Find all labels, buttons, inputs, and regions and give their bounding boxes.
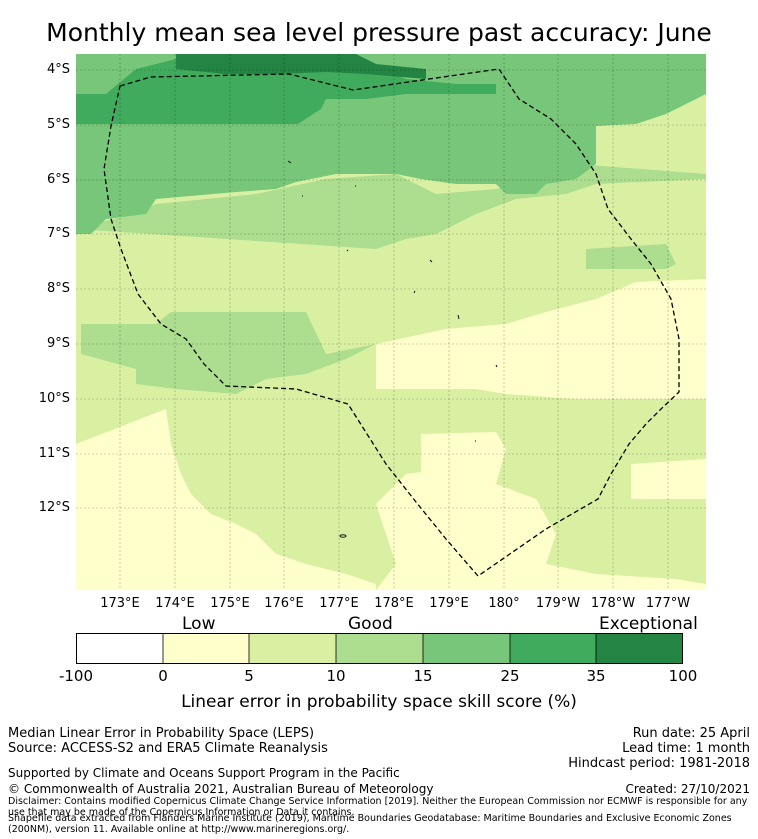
region-low-south (376, 464, 706, 590)
category-exceptional: Exceptional (599, 614, 698, 634)
colorbar-tick: 10 (326, 667, 346, 685)
region-exceptional-north (176, 54, 426, 79)
lat-label: 11°S (38, 446, 70, 461)
lat-label: 6°S (46, 172, 70, 187)
colorbar-tick: 0 (158, 667, 168, 685)
footer-created: Created: 27/10/2021 (625, 782, 750, 796)
footer-method: Median Linear Error in Probability Space… (8, 726, 315, 741)
colorbar-tick: 100 (668, 667, 698, 685)
footer-shapefile: Shapefile data extracted from Flanders M… (8, 813, 732, 835)
region-low-southwest (76, 409, 376, 590)
footer-lead-time: Lead time: 1 month (622, 741, 750, 756)
footer-hindcast: Hindcast period: 1981-2018 (568, 756, 750, 771)
category-good: Good (348, 614, 393, 634)
skill-map (76, 54, 706, 590)
region-low-east (376, 279, 706, 399)
lat-label: 5°S (46, 117, 70, 132)
colorbar-segment (510, 633, 596, 664)
region-good-center (76, 164, 706, 394)
lat-label: 12°S (38, 500, 70, 515)
category-low: Low (182, 614, 216, 634)
colorbar-segment (423, 633, 510, 664)
lon-label: 180° (488, 596, 520, 611)
lon-label: 178°E (374, 596, 414, 611)
lat-label: 7°S (46, 226, 70, 241)
colorbar-tick: 15 (413, 667, 433, 685)
lat-label: 4°S (46, 62, 70, 77)
lat-label: 9°S (46, 336, 70, 351)
region-good-southeast (586, 244, 676, 269)
eez-boundary (103, 68, 680, 577)
colorbar-label: Linear error in probability space skill … (181, 692, 577, 712)
lon-label: 179°E (429, 596, 469, 611)
lon-label: 175°E (210, 596, 250, 611)
colorbar-segment (163, 633, 249, 664)
region-low-east-2 (421, 432, 506, 484)
lon-label: 177°W (645, 596, 691, 611)
colorbar-tick: 35 (586, 667, 606, 685)
colorbar-segment (249, 633, 336, 664)
colorbar-segment (596, 633, 683, 664)
footer-copyright: © Commonwealth of Australia 2021, Austra… (8, 782, 434, 796)
map-title: Monthly mean sea level pressure past acc… (46, 18, 712, 47)
islands (287, 160, 498, 538)
footer-disclaimer: Disclaimer: Contains modified Copernicus… (8, 796, 748, 818)
colorbar (76, 633, 683, 664)
colorbar-tick: -100 (58, 667, 94, 685)
lon-label: 178°W (590, 596, 636, 611)
graticule (76, 54, 706, 590)
lat-label: 8°S (46, 281, 70, 296)
lon-label: 173°E (100, 596, 140, 611)
lon-label: 179°W (535, 596, 581, 611)
footer-source: Source: ACCESS-S2 and ERA5 Climate Reana… (8, 741, 328, 756)
colorbar-tick: 25 (500, 667, 520, 685)
lon-label: 176°E (264, 596, 304, 611)
lon-label: 174°E (155, 596, 195, 611)
lon-label: 177°E (319, 596, 359, 611)
footer-run-date: Run date: 25 April (632, 726, 750, 741)
colorbar-segment (76, 633, 163, 664)
footer-supported: Supported by Climate and Oceans Support … (8, 766, 400, 780)
colorbar-segment (336, 633, 423, 664)
lat-label: 10°S (38, 391, 70, 406)
region-low-east-3 (631, 459, 706, 499)
colorbar-tick: 5 (244, 667, 254, 685)
